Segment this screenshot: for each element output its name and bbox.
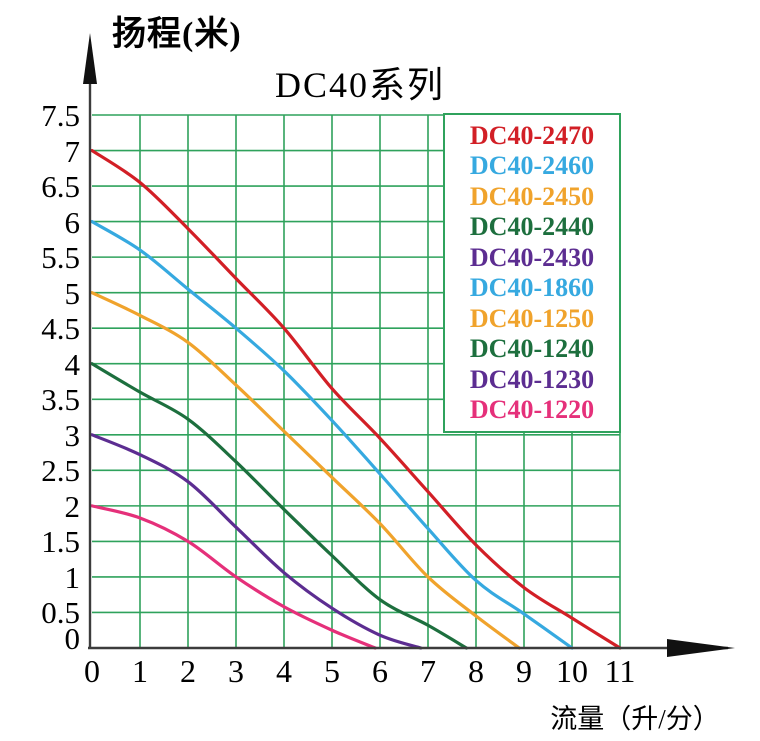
y-tick-label: 7: [64, 133, 81, 169]
curve-DC40-2470: [90, 148, 622, 650]
legend-item-DC40-2470: DC40-2470: [469, 120, 595, 150]
y-tick-label: 3.5: [41, 382, 80, 418]
legend-item-DC40-2430: DC40-2430: [469, 242, 595, 272]
y-tick-label: 6.5: [41, 169, 80, 205]
y-tick-label: 0.5: [41, 595, 80, 631]
curve-DC40-2440: [90, 362, 468, 650]
y-tick-label: 3: [64, 417, 81, 453]
legend-item-DC40-1220: DC40-1220: [469, 395, 595, 425]
curve-DC40-2460: [90, 220, 574, 650]
y-tick-label: 5.5: [41, 240, 80, 276]
y-tick-label: 5: [64, 275, 81, 311]
curve-DC40-2430: [90, 433, 423, 650]
x-tick-label: 10: [556, 653, 588, 689]
x-tick-label: 7: [420, 653, 436, 689]
y-tick-label: 7.5: [41, 98, 80, 133]
y-tick-label: 1: [64, 559, 81, 595]
x-tick-label: 2: [180, 653, 196, 689]
legend-item-DC40-2440: DC40-2440: [469, 212, 595, 242]
y-tick-label: 6: [64, 204, 81, 240]
y-tick-label: 2: [64, 488, 81, 524]
legend-item-DC40-2450: DC40-2450: [469, 181, 595, 211]
x-tick-label: 0: [84, 653, 100, 689]
y-axis-label: 扬程(米): [112, 16, 242, 53]
x-tick-label: 5: [324, 653, 340, 689]
x-axis-arrow-icon: [667, 639, 735, 657]
legend-item-DC40-2460: DC40-2460: [469, 151, 595, 181]
x-axis-label: 流量（升/分）: [550, 704, 720, 734]
x-tick-label: 9: [516, 653, 532, 689]
x-tick-label: 3: [228, 653, 244, 689]
y-tick-label: 2.5: [41, 453, 80, 489]
curve-DC40-2450: [90, 291, 521, 650]
y-tick-label: 1.5: [41, 524, 80, 560]
y-axis-arrow-icon: [83, 33, 97, 84]
legend-item-DC40-1860: DC40-1860: [469, 273, 595, 303]
y-tick-label: 4.5: [41, 311, 80, 347]
y-tick-label: 0: [64, 621, 81, 656]
legend-item-DC40-1250: DC40-1250: [469, 303, 595, 333]
chart-title: DC40系列: [274, 65, 445, 105]
x-tick-label: 11: [604, 653, 636, 689]
x-tick-label: 4: [276, 653, 292, 689]
x-tick-label: 8: [468, 653, 484, 689]
legend-item-DC40-1230: DC40-1230: [469, 364, 595, 394]
x-tick-label: 6: [372, 653, 388, 689]
y-tick-label: 4: [64, 346, 81, 382]
curve-DC40-1220: [90, 504, 377, 650]
legend-item-DC40-1240: DC40-1240: [469, 334, 595, 364]
x-tick-label: 1: [132, 653, 148, 689]
legend-box: DC40-2470 DC40-2460 DC40-2450 DC40-2440 DC40…: [443, 113, 621, 433]
